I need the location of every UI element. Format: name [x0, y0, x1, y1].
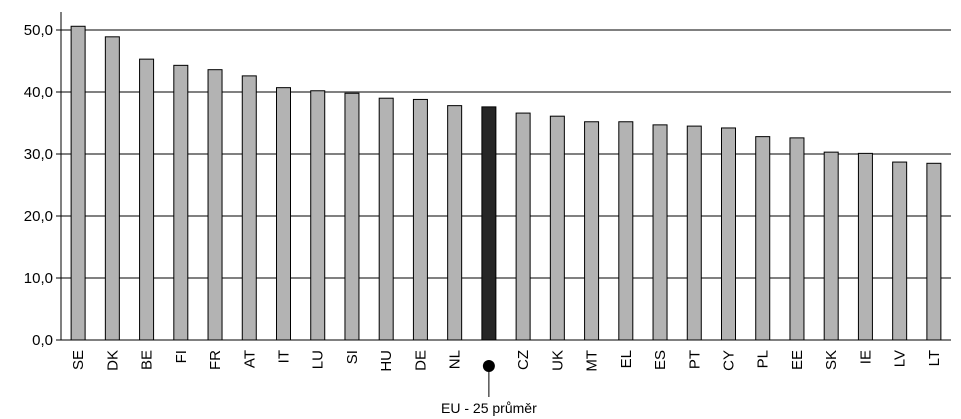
x-tick-label: HU: [378, 350, 395, 372]
x-tick-label: MT: [584, 350, 601, 372]
bar-de: [412, 98, 428, 341]
x-tick-label: SK: [823, 350, 840, 370]
x-tick-label: FR: [207, 350, 224, 370]
x-tick-label: EE: [789, 350, 806, 370]
bar-se: [70, 25, 86, 341]
y-tick-label: 50,0: [24, 22, 53, 39]
x-tick-label: PL: [755, 350, 772, 368]
bar-mt: [584, 121, 600, 341]
y-tick-label: 20,0: [24, 208, 53, 225]
x-tick-label: UK: [549, 350, 566, 371]
bar-cz: [515, 112, 531, 341]
x-tick-label: LU: [310, 350, 327, 369]
bar-it: [276, 87, 291, 341]
x-tick-label: EL: [618, 350, 635, 368]
bar-lv: [892, 161, 908, 341]
bar-pl: [755, 136, 771, 341]
x-tick-label: IE: [857, 350, 874, 364]
bars: [70, 25, 942, 341]
x-tick-label: BE: [139, 350, 156, 370]
eu-average-annotation: EU - 25 průměr: [441, 360, 537, 416]
x-tick-label: CZ: [515, 350, 532, 370]
bar-at: [241, 75, 257, 341]
x-tick-label: PT: [686, 350, 703, 369]
y-tick-label: 10,0: [24, 270, 53, 287]
bar-si: [344, 92, 360, 341]
bar-es: [652, 124, 668, 341]
x-tick-label: SI: [344, 350, 361, 364]
annotation-marker: [482, 360, 495, 372]
y-tick-label: 0,0: [32, 332, 53, 349]
annotation-label: EU - 25 průměr: [441, 400, 537, 416]
bar-cy: [721, 127, 736, 341]
bar-eu-25: [481, 106, 497, 341]
bar-dk: [104, 36, 120, 341]
bar-ee: [789, 137, 805, 341]
y-tick-label: 40,0: [24, 84, 53, 101]
bar-fr: [207, 69, 223, 341]
y-tick-label: 30,0: [24, 146, 53, 163]
x-tick-label: AT: [241, 350, 258, 368]
x-tick-label: DK: [104, 350, 121, 371]
bar-uk: [549, 115, 565, 341]
x-tick-label: CY: [721, 350, 738, 371]
bar-lu: [310, 90, 326, 341]
bar-pt: [686, 125, 702, 341]
bar-be: [139, 58, 155, 341]
bar-el: [618, 121, 634, 341]
grid-lines: [61, 29, 951, 279]
bar-fi: [173, 64, 189, 341]
bar-hu: [378, 97, 394, 341]
y-tick-labels: 0,0 10,0 20,0 30,0 40,0 50,0: [24, 22, 53, 349]
bar-lt: [926, 162, 942, 341]
x-tick-label: FI: [173, 350, 190, 363]
x-tick-label: IT: [276, 350, 293, 363]
bar-ie: [857, 152, 873, 341]
x-tick-label: SE: [70, 350, 87, 370]
x-tick-label: LV: [892, 350, 909, 367]
x-tick-label: DE: [412, 350, 429, 371]
x-tick-label: ES: [652, 350, 669, 370]
x-tick-label: LT: [926, 350, 943, 366]
bar-nl: [447, 105, 463, 341]
x-tick-label: NL: [447, 350, 464, 369]
axes: [56, 12, 951, 341]
bar-sk: [823, 151, 839, 341]
x-tick-labels: SE DK BE FI FR AT IT LU SI HU DE NL CZ UK MT EL ES PT CY PL…: [70, 350, 943, 372]
